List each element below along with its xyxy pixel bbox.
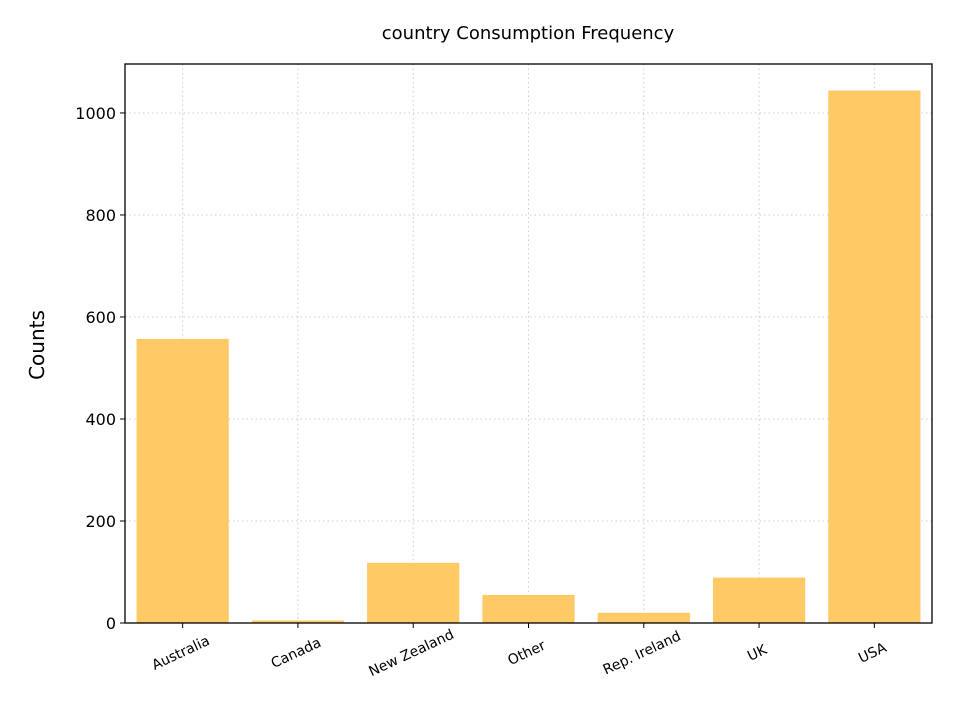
y-axis-title: Counts	[25, 310, 49, 380]
y-tick-label: 0	[106, 614, 116, 633]
x-tick-label: UK	[745, 642, 770, 665]
x-tick-label: Canada	[269, 635, 324, 672]
bar-canada	[251, 620, 345, 623]
x-tick-label: Other	[505, 638, 548, 669]
grid-layer	[125, 64, 932, 624]
x-tick-label: Rep. Ireland	[601, 628, 684, 678]
x-tick-label: New Zealand	[366, 627, 456, 680]
y-tick-label: 600	[85, 308, 116, 327]
y-tick-label: 1000	[75, 104, 116, 123]
bars-layer	[136, 90, 921, 623]
bar-uk	[712, 577, 806, 623]
y-tick-label: 800	[85, 206, 116, 225]
bar-new-zealand	[367, 562, 460, 623]
x-tick-label: USA	[856, 640, 889, 667]
chart-title: country Consumption Frequency	[382, 23, 675, 44]
x-tick-label: Australia	[150, 633, 213, 674]
bar-australia	[136, 338, 229, 623]
bar-rep-ireland	[597, 612, 690, 623]
y-tick-label: 400	[85, 410, 116, 429]
y-tick-label: 200	[85, 512, 116, 531]
bar-other	[482, 594, 575, 623]
bar-usa	[828, 90, 921, 623]
